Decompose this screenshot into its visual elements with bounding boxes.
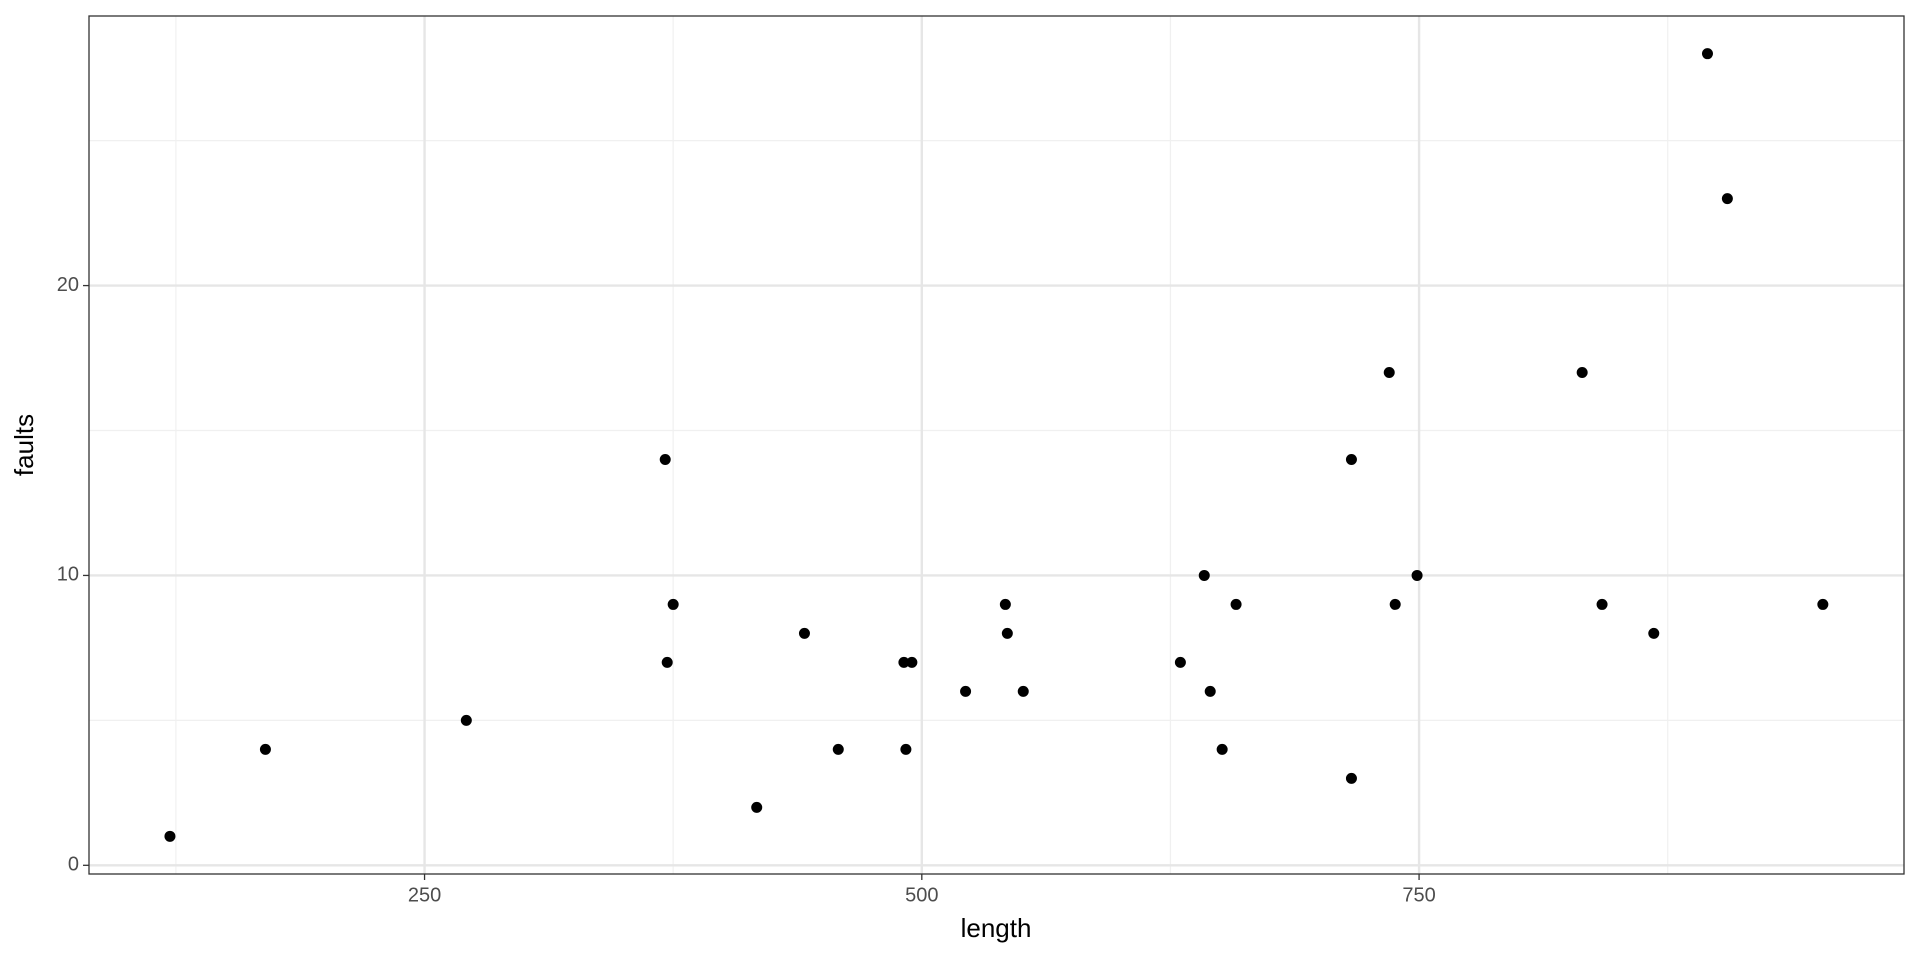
point (898, 656, 910, 668)
x-tick-label: 250 (408, 884, 441, 906)
point (999, 598, 1011, 610)
point (1721, 193, 1733, 205)
point (667, 598, 679, 610)
point (832, 743, 844, 755)
point (1216, 743, 1228, 755)
point (1001, 627, 1013, 639)
point (1648, 627, 1660, 639)
point (1230, 598, 1242, 610)
point (1596, 598, 1608, 610)
point (1817, 598, 1829, 610)
point (1576, 367, 1588, 379)
point (1411, 569, 1423, 581)
point (1174, 656, 1186, 668)
point (661, 656, 673, 668)
point (659, 453, 671, 465)
point (1345, 772, 1357, 784)
x-axis-title: length (961, 913, 1032, 943)
plot-background (89, 16, 1904, 874)
x-tick-label: 750 (1402, 884, 1435, 906)
point (1345, 453, 1357, 465)
y-tick-label: 20 (57, 274, 79, 296)
point (1383, 367, 1395, 379)
x-tick-label: 500 (905, 884, 938, 906)
point (259, 743, 271, 755)
point (906, 656, 918, 668)
point (1389, 598, 1401, 610)
point (751, 801, 763, 813)
point (960, 685, 972, 697)
point (460, 714, 472, 726)
point (798, 627, 810, 639)
point (1701, 48, 1713, 60)
point (1198, 569, 1210, 581)
y-tick-label: 10 (57, 564, 79, 586)
point (1017, 685, 1029, 697)
plot-border (88, 15, 1905, 875)
point (164, 830, 176, 842)
point (1204, 685, 1216, 697)
y-axis-title: faults (9, 414, 39, 476)
y-tick-label: 0 (68, 854, 79, 876)
point (900, 743, 912, 755)
